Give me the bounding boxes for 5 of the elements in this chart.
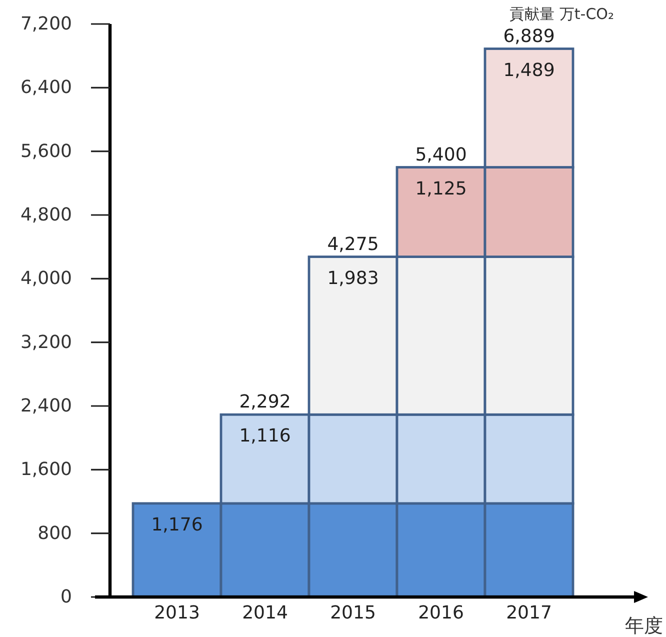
- x-tick-label: 2014: [242, 602, 288, 624]
- x-tick-label: 2015: [330, 602, 376, 624]
- x-tick-label: 2013: [154, 602, 200, 624]
- x-tick-label: 2017: [506, 602, 552, 624]
- x-tick-label: 2016: [418, 602, 464, 624]
